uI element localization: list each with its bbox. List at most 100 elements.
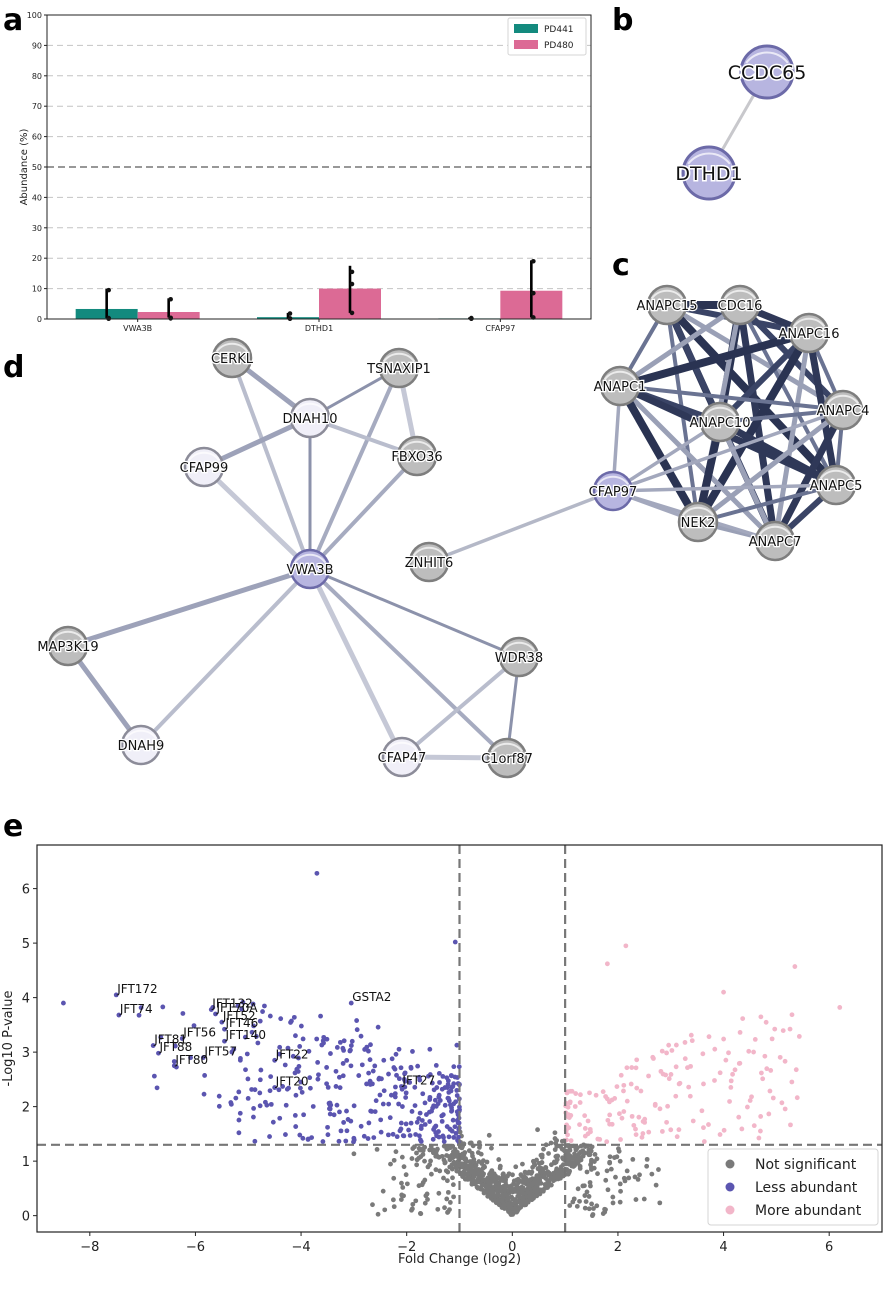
node-label: CFAP97 bbox=[589, 485, 638, 500]
data-point bbox=[634, 1057, 640, 1063]
data-point bbox=[267, 1013, 273, 1019]
data-point bbox=[519, 1190, 525, 1195]
data-point bbox=[366, 1070, 372, 1076]
node-label: CFAP47 bbox=[378, 751, 427, 766]
data-point bbox=[327, 1111, 333, 1117]
data-point bbox=[375, 1211, 381, 1217]
y-axis-title: Abundance (%) bbox=[19, 128, 30, 205]
legend-label: More abundant bbox=[755, 1203, 862, 1219]
data-point bbox=[622, 1178, 628, 1184]
data-point bbox=[381, 1057, 387, 1063]
data-point bbox=[462, 1176, 468, 1182]
node-highlight bbox=[827, 394, 859, 404]
node-highlight bbox=[745, 51, 789, 64]
data-point bbox=[402, 1078, 408, 1084]
data-point bbox=[535, 1166, 541, 1172]
data-point bbox=[450, 1117, 456, 1123]
data-point bbox=[666, 1076, 672, 1082]
data-point bbox=[464, 1171, 470, 1177]
data-point bbox=[272, 1057, 278, 1063]
data-point bbox=[136, 1012, 142, 1018]
data-point bbox=[758, 1014, 764, 1020]
network-edge bbox=[611, 483, 838, 493]
data-point bbox=[484, 1159, 490, 1165]
y-tick-label: 4 bbox=[22, 992, 30, 1007]
data-point bbox=[442, 1102, 448, 1108]
data-point bbox=[732, 1067, 738, 1073]
data-point bbox=[338, 1128, 344, 1134]
network-edge bbox=[616, 329, 813, 390]
data-point bbox=[378, 1117, 384, 1123]
data-point bbox=[640, 1131, 646, 1136]
data-point bbox=[216, 1093, 222, 1099]
data-point bbox=[552, 1130, 558, 1136]
y-tick-label: 2 bbox=[22, 1101, 30, 1116]
data-point bbox=[403, 1090, 409, 1096]
node-highlight bbox=[383, 352, 415, 362]
data-point bbox=[437, 1168, 443, 1174]
data-point bbox=[433, 1167, 439, 1173]
data-point bbox=[267, 1088, 273, 1094]
network-edge bbox=[139, 567, 312, 747]
panel-label-d: d bbox=[3, 350, 24, 385]
data-point bbox=[240, 999, 246, 1005]
data-point bbox=[358, 1033, 364, 1039]
data-point bbox=[582, 1113, 588, 1119]
data-point bbox=[270, 1119, 276, 1125]
data-point bbox=[657, 1200, 663, 1206]
data-point bbox=[514, 1184, 520, 1189]
data-point bbox=[451, 1135, 457, 1140]
y-tick-label: 100 bbox=[27, 11, 42, 20]
data-point bbox=[300, 1135, 306, 1141]
data-point bbox=[575, 1160, 581, 1165]
data-point bbox=[283, 1102, 289, 1108]
data-point bbox=[486, 1192, 492, 1198]
data-point bbox=[560, 1147, 566, 1152]
data-point bbox=[359, 1062, 365, 1068]
network-node bbox=[739, 44, 795, 100]
network-edge bbox=[201, 464, 313, 572]
data-point bbox=[61, 1000, 66, 1006]
data-point bbox=[298, 1085, 303, 1091]
data-point bbox=[723, 1057, 729, 1063]
network-edge bbox=[308, 567, 509, 760]
data-point bbox=[545, 1169, 551, 1175]
data-point bbox=[416, 1133, 422, 1139]
network-c: ANAPC15 CDC16 ANAPC16 ANAPC1 ANAPC10 ANAPC4 AN… bbox=[404, 284, 871, 583]
data-point bbox=[567, 1147, 572, 1153]
y-tick-label: 0 bbox=[22, 1210, 30, 1225]
legend-marker bbox=[725, 1205, 735, 1215]
data-point bbox=[502, 1191, 508, 1197]
data-point bbox=[396, 1076, 402, 1082]
data-point bbox=[429, 1108, 434, 1114]
x-tick-label: DTHD1 bbox=[305, 324, 333, 333]
data-point bbox=[257, 1077, 263, 1083]
data-point bbox=[513, 1164, 519, 1170]
data-point bbox=[314, 870, 320, 876]
data-point bbox=[325, 1132, 331, 1138]
data-point bbox=[268, 1074, 274, 1080]
data-point bbox=[222, 1026, 227, 1032]
data-point bbox=[285, 1045, 291, 1051]
data-point bbox=[372, 1063, 378, 1069]
node-label: DNAH10 bbox=[283, 412, 338, 427]
x-tick-label: 6 bbox=[825, 1240, 833, 1255]
data-point bbox=[538, 1187, 544, 1193]
data-point bbox=[366, 1120, 372, 1126]
data-point bbox=[449, 1108, 454, 1114]
data-point bbox=[511, 1178, 517, 1184]
data-point bbox=[604, 1168, 610, 1174]
replicate-point bbox=[106, 287, 111, 293]
data-point bbox=[255, 1040, 261, 1046]
data-point bbox=[351, 1103, 357, 1109]
data-point bbox=[613, 1174, 618, 1180]
data-point bbox=[315, 1076, 321, 1082]
data-point bbox=[514, 1189, 520, 1195]
x-tick-label: 0 bbox=[508, 1240, 516, 1255]
data-point bbox=[429, 1171, 434, 1177]
data-point bbox=[277, 1115, 283, 1121]
data-point bbox=[301, 1112, 307, 1118]
data-point bbox=[706, 1122, 711, 1127]
network-edge bbox=[65, 566, 313, 649]
node-highlight bbox=[820, 469, 852, 479]
